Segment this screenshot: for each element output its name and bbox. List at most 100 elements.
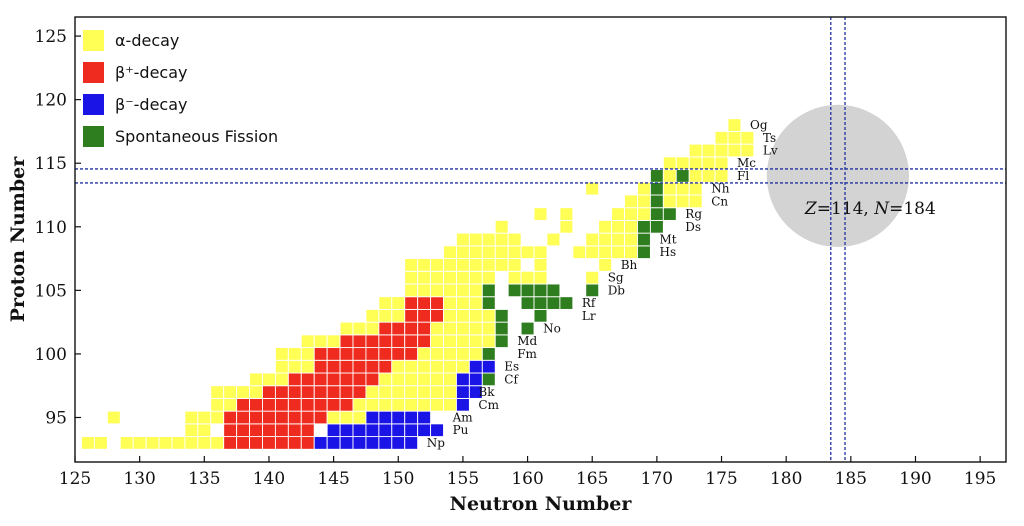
- isotope-cell: [443, 385, 457, 399]
- isotope-cell: [546, 232, 561, 247]
- isotope-cell: [262, 410, 276, 425]
- element-label: Nh: [711, 182, 730, 196]
- x-tick-label: 150: [382, 469, 414, 489]
- isotope-cell: [662, 156, 677, 171]
- element-label: Lr: [582, 309, 596, 323]
- isotope-cell: [404, 296, 419, 310]
- isotope-cell: [404, 359, 419, 374]
- isotope-cell: [727, 118, 742, 132]
- isotope-cell: [533, 245, 548, 260]
- isotope-cell: [662, 169, 677, 183]
- isotope-cell: [494, 308, 509, 323]
- isotope-cell: [326, 397, 341, 412]
- isotope-cell: [585, 270, 600, 285]
- isotope-cell: [404, 258, 419, 272]
- isotope-cell: [274, 410, 289, 425]
- element-label: Pu: [453, 423, 469, 437]
- isotope-cell: [456, 347, 470, 361]
- isotope-cell: [274, 347, 289, 361]
- isotope-cell: [637, 219, 651, 234]
- y-tick-label: 110: [35, 218, 67, 238]
- isotope-cell: [546, 283, 561, 298]
- isotope-cell: [404, 410, 419, 425]
- isotope-cell: [430, 347, 444, 361]
- isotope-cell: [352, 359, 367, 374]
- isotope-cell: [391, 308, 406, 323]
- isotope-cell: [378, 308, 393, 323]
- isotope-cell: [274, 359, 289, 374]
- isotope-cell: [365, 410, 380, 425]
- isotope-cell: [662, 207, 677, 221]
- isotope-cell: [688, 181, 703, 196]
- isotope-cell: [624, 194, 638, 209]
- isotope-cell: [637, 194, 651, 209]
- isotope-cell: [559, 296, 574, 310]
- legend-label: β⁺-decay: [115, 63, 188, 82]
- isotope-cell: [598, 232, 613, 247]
- isotope-cell: [339, 321, 354, 336]
- isotope-cell: [287, 359, 302, 374]
- isotope-cell: [675, 194, 690, 209]
- isotope-cell: [171, 436, 186, 450]
- isotope-cell: [223, 397, 238, 412]
- isotope-cell: [520, 283, 535, 298]
- isotope-cell: [365, 321, 380, 336]
- isotope-cell: [365, 359, 380, 374]
- isotope-cell: [274, 436, 289, 450]
- isotope-cell: [430, 423, 444, 438]
- isotope-cell: [507, 258, 522, 272]
- isotope-cell: [494, 334, 509, 349]
- isotope-cell: [145, 436, 160, 450]
- isotope-cell: [378, 347, 393, 361]
- isotope-cell: [249, 410, 263, 425]
- isotope-cell: [456, 232, 470, 247]
- isotope-cell: [300, 359, 315, 374]
- isotope-cell: [714, 156, 729, 171]
- isotope-cell: [391, 359, 406, 374]
- isotope-cell: [197, 423, 212, 438]
- isotope-cell: [262, 423, 276, 438]
- element-label: Sg: [608, 271, 624, 285]
- element-label: Bk: [478, 385, 495, 399]
- isotope-cell: [430, 283, 444, 298]
- isotope-cell: [417, 372, 432, 387]
- isotope-cell: [391, 372, 406, 387]
- isotope-cell: [559, 219, 574, 234]
- isotope-cell: [404, 385, 419, 399]
- isotope-cell: [417, 397, 432, 412]
- isotope-cell: [649, 219, 664, 234]
- plot-frame: [74, 16, 1007, 463]
- x-tick-label: 125: [59, 469, 91, 489]
- x-tick-label: 135: [188, 469, 220, 489]
- isotope-cell: [352, 321, 367, 336]
- legend-swatch: [83, 30, 104, 51]
- isotope-cell: [468, 283, 483, 298]
- isotope-cell: [468, 270, 483, 285]
- isotope-cell: [326, 334, 341, 349]
- isotope-cell: [184, 410, 199, 425]
- isotope-cell: [456, 308, 470, 323]
- isotope-cell: [391, 334, 406, 349]
- isotope-cell: [533, 258, 548, 272]
- element-label: Cn: [711, 194, 728, 208]
- isotope-cell: [378, 372, 393, 387]
- magic-number-markers: Z=114, N=184: [75, 17, 1006, 462]
- isotope-cell: [443, 258, 457, 272]
- x-tick-label: 190: [899, 469, 931, 489]
- element-label: Es: [504, 360, 519, 374]
- isotope-cell: [249, 372, 263, 387]
- isotope-cell: [598, 245, 613, 260]
- x-tick-label: 145: [317, 469, 349, 489]
- isotope-cell: [430, 334, 444, 349]
- x-tick-label: 130: [123, 469, 155, 489]
- isotope-cell: [688, 156, 703, 171]
- isotope-cell: [223, 410, 238, 425]
- element-label: Md: [517, 334, 537, 348]
- x-tick-label: 175: [705, 469, 737, 489]
- isotope-cell: [365, 347, 380, 361]
- isotope-cell: [119, 436, 134, 450]
- element-label: Lv: [763, 144, 778, 158]
- isotope-cell: [249, 385, 263, 399]
- isotope-cell: [481, 283, 496, 298]
- isotope-cell: [585, 283, 600, 298]
